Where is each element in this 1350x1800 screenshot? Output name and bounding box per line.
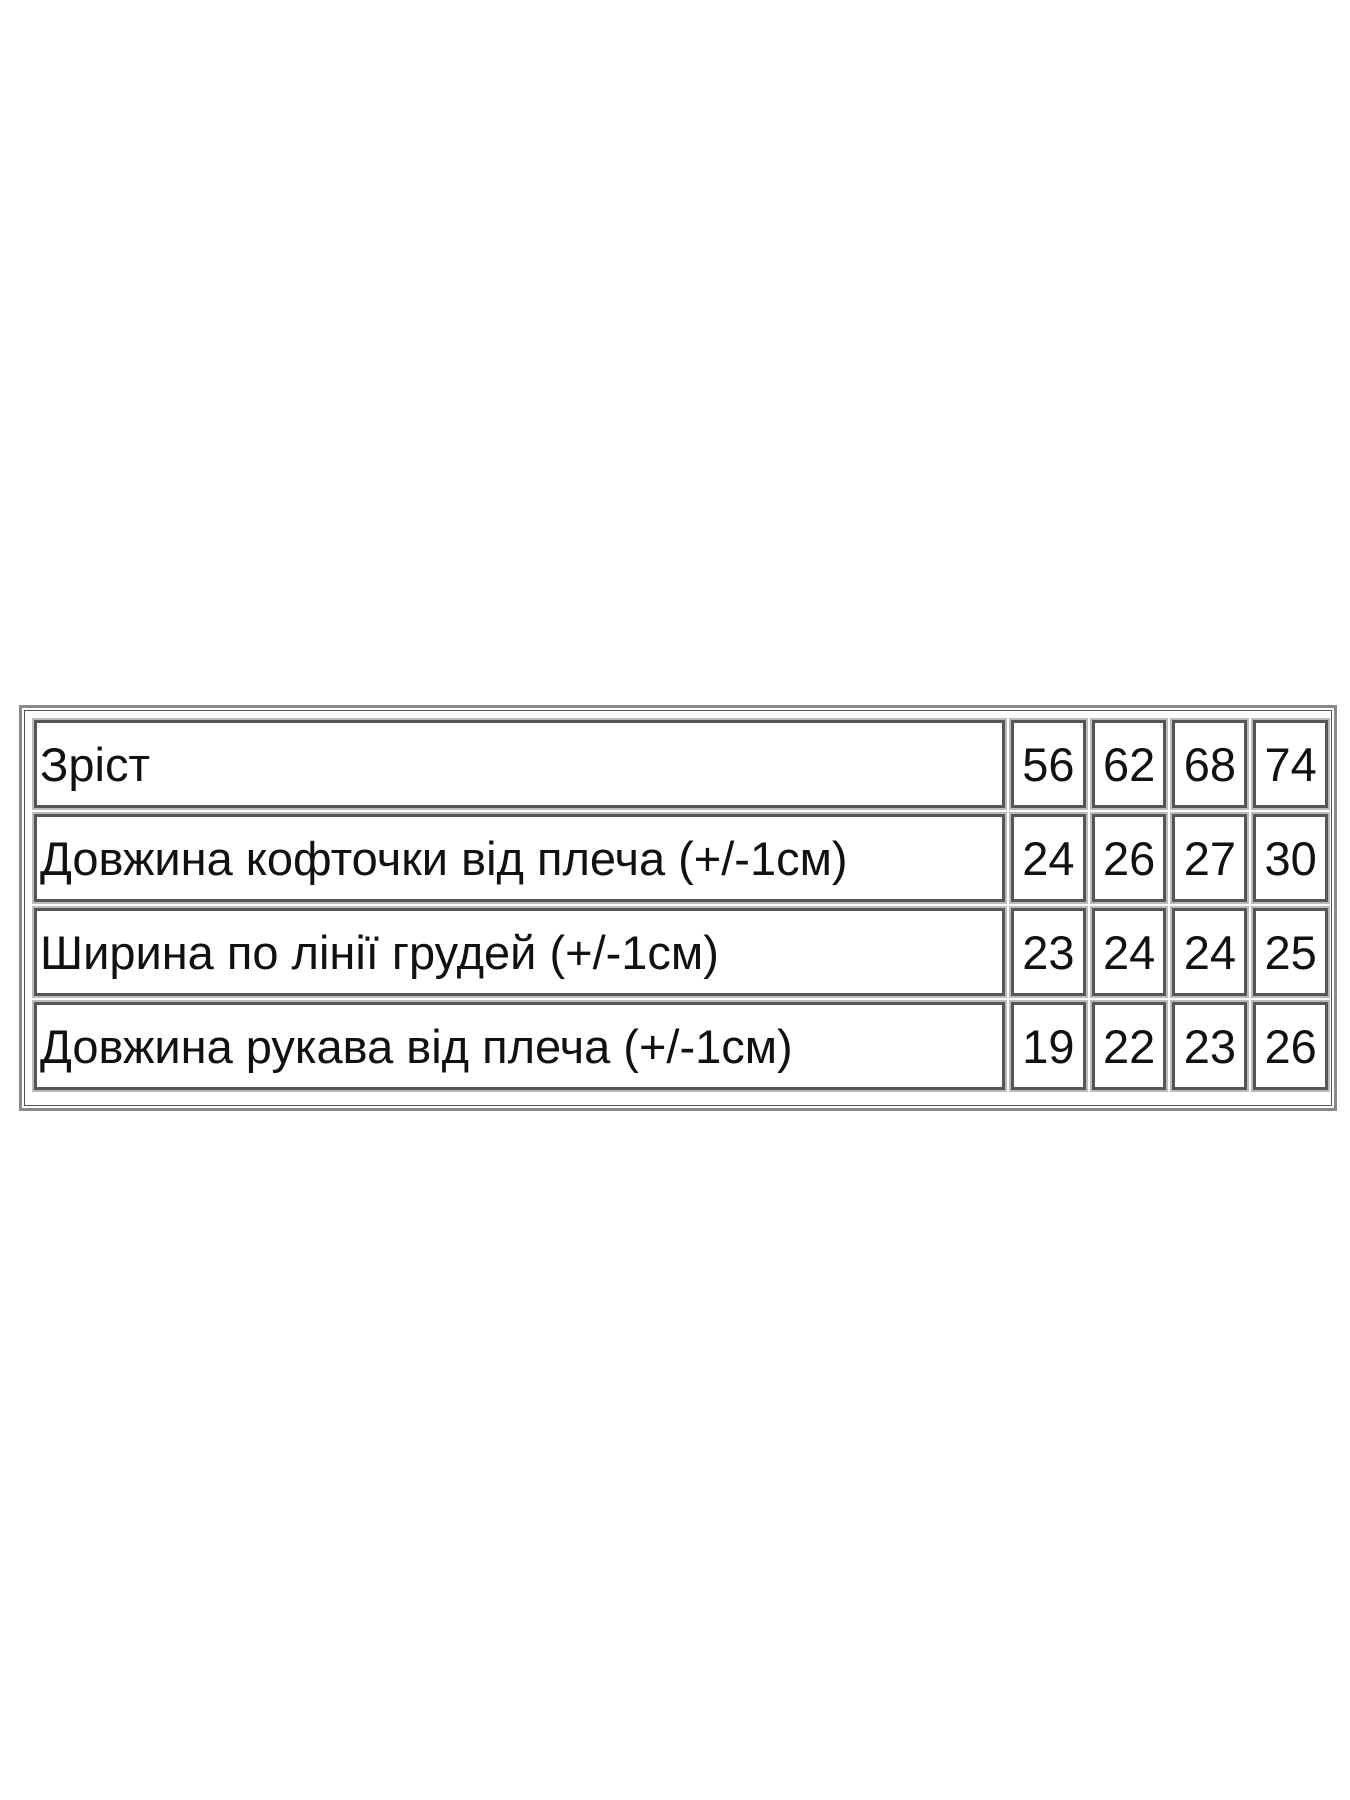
table-row-top-length: Довжина кофточки від плеча (+/-1см) 24 2…: [34, 814, 1328, 902]
table-row-height: Зріст 56 62 68 74: [34, 720, 1328, 808]
size-table: Зріст 56 62 68 74 Довжина кофточки від п…: [28, 714, 1334, 1096]
cell-value: 24: [1172, 908, 1248, 996]
cell-value: 26: [1253, 1002, 1328, 1090]
row-label: Довжина кофточки від плеча (+/-1см): [34, 814, 1005, 902]
cell-value: 24: [1091, 908, 1167, 996]
cell-value: 27: [1172, 814, 1248, 902]
cell-value: 26: [1091, 814, 1167, 902]
cell-value: 19: [1010, 1002, 1086, 1090]
row-label: Довжина рукава від плеча (+/-1см): [34, 1002, 1005, 1090]
cell-value: 23: [1010, 908, 1086, 996]
cell-value: 22: [1091, 1002, 1167, 1090]
row-label: Ширина по лінії грудей (+/-1см): [34, 908, 1005, 996]
cell-value: 62: [1091, 720, 1167, 808]
cell-value: 74: [1253, 720, 1328, 808]
cell-value: 30: [1253, 814, 1328, 902]
cell-value: 56: [1010, 720, 1086, 808]
cell-value: 68: [1172, 720, 1248, 808]
cell-value: 23: [1172, 1002, 1248, 1090]
cell-value: 24: [1010, 814, 1086, 902]
table-row-chest-width: Ширина по лінії грудей (+/-1см) 23 24 24…: [34, 908, 1328, 996]
cell-value: 25: [1253, 908, 1328, 996]
table-row-sleeve-length: Довжина рукава від плеча (+/-1см) 19 22 …: [34, 1002, 1328, 1090]
row-label: Зріст: [34, 720, 1005, 808]
size-table-frame: Зріст 56 62 68 74 Довжина кофточки від п…: [19, 705, 1337, 1111]
